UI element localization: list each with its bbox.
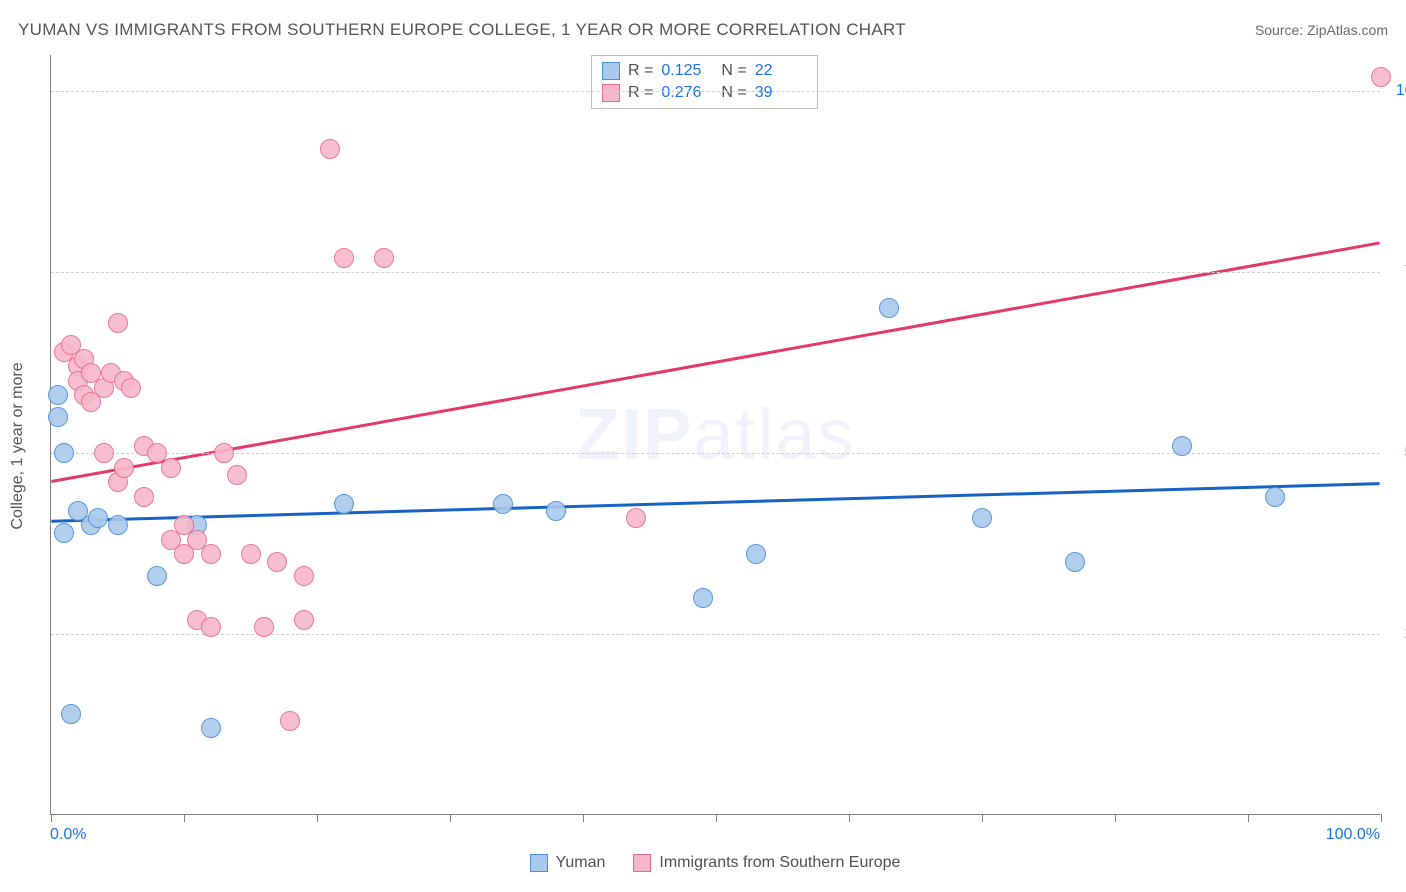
legend-R-label: R = xyxy=(628,84,653,102)
trendlines-layer xyxy=(51,55,1380,814)
chart-header: YUMAN VS IMMIGRANTS FROM SOUTHERN EUROPE… xyxy=(18,20,1388,40)
chart-title: YUMAN VS IMMIGRANTS FROM SOUTHERN EUROPE… xyxy=(18,20,906,40)
legend-R-value: 0.125 xyxy=(661,62,713,80)
gridline xyxy=(51,91,1380,92)
data-point xyxy=(374,248,394,268)
x-axis-max-label: 100.0% xyxy=(1326,826,1380,844)
data-point xyxy=(48,407,68,427)
data-point xyxy=(1265,487,1285,507)
legend-item: Yuman xyxy=(530,854,606,872)
legend-N-label: N = xyxy=(721,62,746,80)
legend-swatch xyxy=(602,62,620,80)
data-point xyxy=(227,465,247,485)
legend-swatch xyxy=(602,84,620,102)
watermark-bold: ZIP xyxy=(575,395,693,475)
legend-stats-row: R = 0.125 N = 22 xyxy=(602,60,807,82)
y-tick-label: 50.0% xyxy=(1390,444,1406,462)
source-name: ZipAtlas.com xyxy=(1307,22,1388,38)
legend-item: Immigrants from Southern Europe xyxy=(633,854,900,872)
data-point xyxy=(320,139,340,159)
data-point xyxy=(746,544,766,564)
data-point xyxy=(61,704,81,724)
data-point xyxy=(1065,552,1085,572)
watermark: ZIPatlas xyxy=(575,394,855,476)
data-point xyxy=(214,443,234,463)
data-point xyxy=(972,508,992,528)
data-point xyxy=(54,523,74,543)
x-tick xyxy=(849,814,850,822)
data-point xyxy=(54,443,74,463)
legend-swatch xyxy=(530,854,548,872)
watermark-light: atlas xyxy=(693,395,855,475)
data-point xyxy=(114,458,134,478)
x-tick xyxy=(716,814,717,822)
legend-R-value: 0.276 xyxy=(661,84,713,102)
data-point xyxy=(201,718,221,738)
source-credit: Source: ZipAtlas.com xyxy=(1255,22,1388,38)
data-point xyxy=(294,610,314,630)
source-prefix: Source: xyxy=(1255,22,1307,38)
x-tick xyxy=(982,814,983,822)
legend-N-label: N = xyxy=(721,84,746,102)
trendline xyxy=(51,484,1379,522)
legend-label: Immigrants from Southern Europe xyxy=(659,854,900,872)
data-point xyxy=(546,501,566,521)
x-tick xyxy=(317,814,318,822)
data-point xyxy=(241,544,261,564)
data-point xyxy=(201,617,221,637)
x-tick xyxy=(184,814,185,822)
legend-stats-box: R = 0.125 N = 22 R = 0.276 N = 39 xyxy=(591,55,818,109)
data-point xyxy=(121,378,141,398)
data-point xyxy=(108,515,128,535)
data-point xyxy=(280,711,300,731)
x-tick xyxy=(583,814,584,822)
data-point xyxy=(48,385,68,405)
data-point xyxy=(334,494,354,514)
legend-N-value: 39 xyxy=(755,84,807,102)
data-point xyxy=(134,487,154,507)
data-point xyxy=(1172,436,1192,456)
y-tick-label: 25.0% xyxy=(1390,625,1406,643)
y-tick-label: 75.0% xyxy=(1390,263,1406,281)
data-point xyxy=(693,588,713,608)
gridline xyxy=(51,272,1380,273)
gridline xyxy=(51,634,1380,635)
data-point xyxy=(334,248,354,268)
data-point xyxy=(294,566,314,586)
data-point xyxy=(108,313,128,333)
plot-area: ZIPatlas R = 0.125 N = 22 R = 0.276 N = … xyxy=(50,55,1380,815)
data-point xyxy=(161,458,181,478)
data-point xyxy=(254,617,274,637)
x-axis-min-label: 0.0% xyxy=(50,826,86,844)
legend-stats-row: R = 0.276 N = 39 xyxy=(602,82,807,104)
legend-N-value: 22 xyxy=(755,62,807,80)
data-point xyxy=(201,544,221,564)
y-axis-label: College, 1 year or more xyxy=(9,362,27,529)
y-tick-label: 100.0% xyxy=(1390,82,1406,100)
legend-label: Yuman xyxy=(556,854,606,872)
data-point xyxy=(94,443,114,463)
data-point xyxy=(879,298,899,318)
legend-bottom: Yuman Immigrants from Southern Europe xyxy=(50,854,1380,872)
data-point xyxy=(626,508,646,528)
data-point xyxy=(1371,67,1391,87)
legend-swatch xyxy=(633,854,651,872)
data-point xyxy=(88,508,108,528)
data-point xyxy=(493,494,513,514)
x-tick xyxy=(51,814,52,822)
x-tick xyxy=(1381,814,1382,822)
x-tick xyxy=(450,814,451,822)
x-tick xyxy=(1248,814,1249,822)
legend-R-label: R = xyxy=(628,62,653,80)
data-point xyxy=(267,552,287,572)
data-point xyxy=(147,566,167,586)
x-tick xyxy=(1115,814,1116,822)
